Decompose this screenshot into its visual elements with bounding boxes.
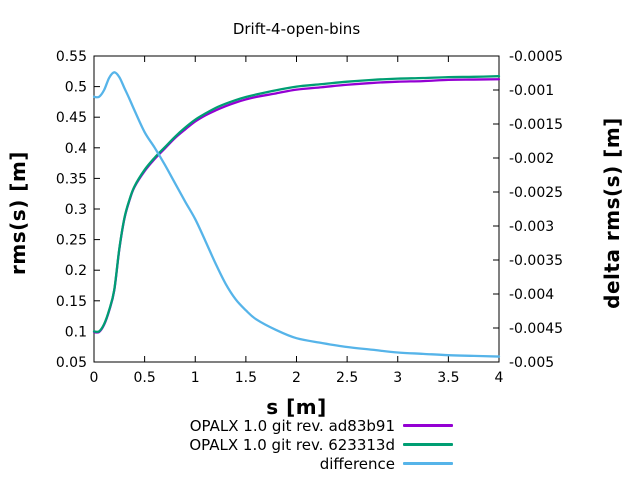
y-tick-label-right: -0.005 [509, 355, 554, 371]
y-tick-label-right: -0.002 [509, 151, 554, 167]
legend-line-sample [403, 462, 453, 465]
y-tick-label-left: 0.1 [65, 324, 87, 340]
y-tick-label-left: 0.2 [65, 263, 87, 279]
x-tick-label: 3.5 [437, 370, 459, 386]
series-line-1 [92, 75, 501, 334]
legend-line-sample [403, 443, 453, 446]
y-tick-label-right: -0.003 [509, 219, 554, 235]
series-line-2 [92, 71, 501, 358]
y-tick-label-right: -0.0045 [509, 321, 563, 337]
x-tick-label: 4 [495, 370, 504, 386]
y-tick-label-right: -0.0025 [509, 185, 563, 201]
y-tick-label-left: 0.25 [56, 233, 87, 249]
legend-line-sample [403, 424, 453, 427]
x-tick-label: 0.5 [133, 370, 155, 386]
chart-title: Drift-4-open-bins [232, 20, 361, 38]
series-line-0 [92, 78, 501, 334]
y-tick-label-left: 0.15 [56, 294, 87, 310]
y-tick-label-left: 0.55 [56, 49, 87, 65]
plot-frame [93, 55, 500, 363]
y-tick-label-right: -0.0015 [509, 117, 563, 133]
y-tick-label-left: 0.35 [56, 171, 87, 187]
x-tick-label: 0 [90, 370, 99, 386]
y-tick-label-right: -0.001 [509, 83, 554, 99]
y-tick-label-left: 0.4 [65, 141, 87, 157]
legend: OPALX 1.0 git rev. ad83b91 OPALX 1.0 git … [189, 416, 453, 473]
legend-label: OPALX 1.0 git rev. 623313d [189, 435, 395, 454]
legend-label: difference [319, 454, 395, 473]
y-tick-label-left: 0.45 [56, 110, 87, 126]
x-tick-label: 1 [191, 370, 200, 386]
x-tick-label: 2 [292, 370, 301, 386]
y-tick-label-right: -0.0005 [509, 49, 563, 65]
legend-item-1: OPALX 1.0 git rev. 623313d [189, 435, 453, 454]
legend-item-0: OPALX 1.0 git rev. ad83b91 [189, 416, 453, 435]
x-axis-label: s [m] [266, 395, 327, 419]
legend-label: OPALX 1.0 git rev. ad83b91 [189, 416, 395, 435]
x-tick-label: 1.5 [235, 370, 257, 386]
y-tick-label-left: 0.05 [56, 355, 87, 371]
y-tick-label-left: 0.5 [65, 80, 87, 96]
y-tick-label-left: 0.3 [65, 202, 87, 218]
x-tick-label: 2.5 [336, 370, 358, 386]
y-tick-label-right: -0.004 [509, 287, 554, 303]
y-tick-label-right: -0.0035 [509, 253, 563, 269]
x-tick-label: 3 [393, 370, 402, 386]
legend-item-2: difference [189, 454, 453, 473]
